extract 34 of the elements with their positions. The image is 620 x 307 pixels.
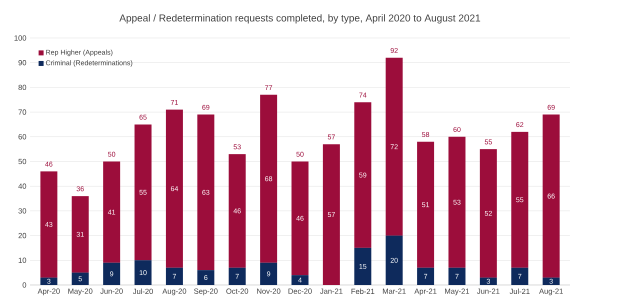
bar bbox=[72, 196, 89, 273]
bar bbox=[166, 268, 183, 285]
bar bbox=[260, 94, 278, 263]
bar bbox=[448, 268, 466, 285]
bar bbox=[40, 278, 58, 285]
bar bbox=[511, 268, 528, 285]
bar bbox=[354, 248, 372, 285]
bar bbox=[197, 114, 214, 270]
bar bbox=[354, 102, 372, 248]
bar bbox=[292, 275, 309, 285]
bar bbox=[72, 272, 89, 285]
bar bbox=[134, 260, 152, 285]
bar bbox=[103, 161, 120, 263]
bar bbox=[260, 262, 278, 285]
chart-title: Appeal / Redetermination requests completed, by type, April 2020 to August 2021 bbox=[119, 14, 480, 24]
bar bbox=[134, 124, 152, 260]
bar bbox=[228, 268, 246, 285]
bar bbox=[40, 171, 58, 278]
bar bbox=[480, 278, 497, 285]
bar bbox=[386, 58, 403, 236]
bar bbox=[417, 142, 434, 268]
bar bbox=[228, 154, 246, 268]
bar bbox=[511, 132, 528, 268]
bar bbox=[322, 144, 340, 285]
bar bbox=[480, 149, 497, 278]
bar bbox=[542, 278, 560, 285]
bar bbox=[197, 270, 214, 285]
bar bbox=[166, 110, 183, 268]
bar bbox=[292, 161, 309, 276]
bar bbox=[542, 114, 560, 278]
bar bbox=[386, 236, 403, 285]
bar bbox=[417, 268, 434, 285]
bar bbox=[103, 262, 120, 285]
bar bbox=[448, 136, 466, 268]
